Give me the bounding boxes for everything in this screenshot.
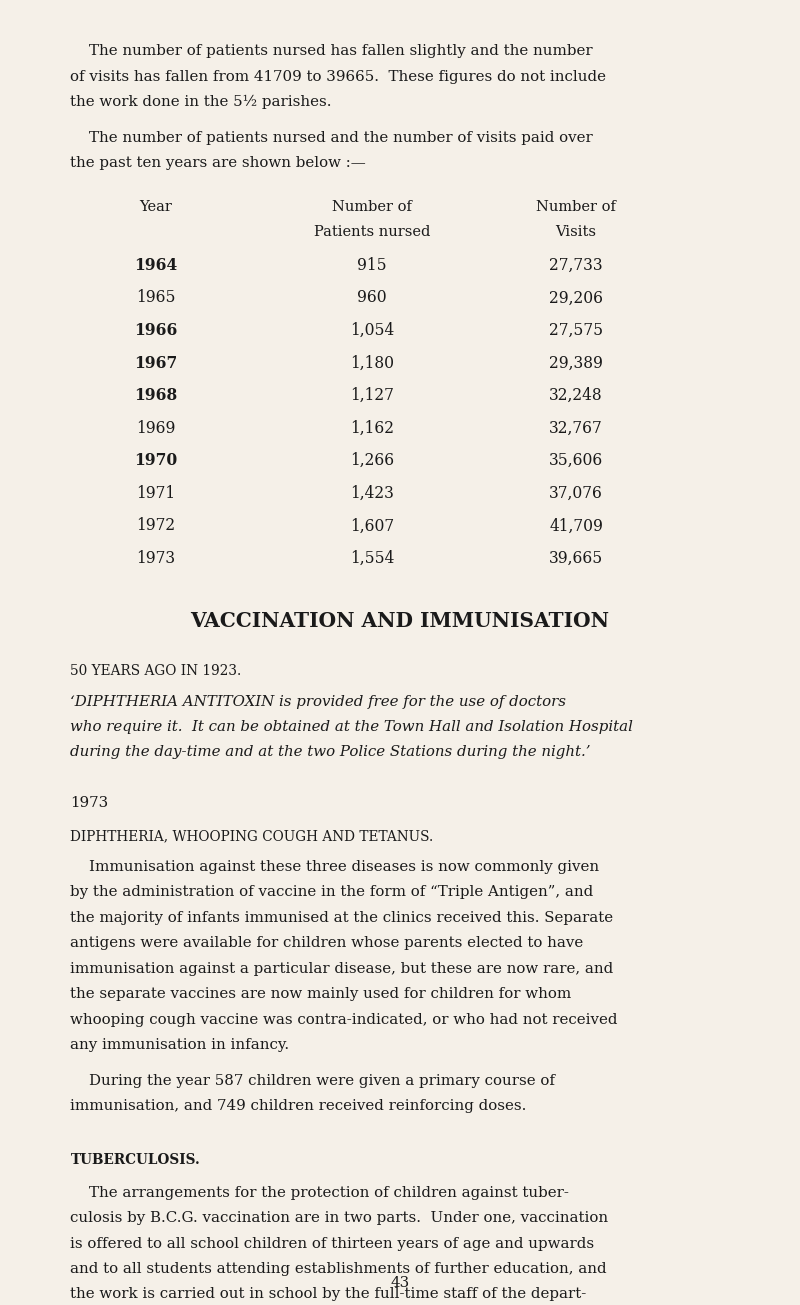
Text: 32,767: 32,767 — [549, 420, 603, 437]
Text: During the year 587 children were given a primary course of: During the year 587 children were given … — [70, 1074, 555, 1088]
Text: TUBERCULOSIS.: TUBERCULOSIS. — [70, 1152, 200, 1167]
Text: 50 YEARS AGO IN 1923.: 50 YEARS AGO IN 1923. — [70, 664, 242, 679]
Text: whooping cough vaccine was contra-indicated, or who had not received: whooping cough vaccine was contra-indica… — [70, 1013, 618, 1027]
Text: 1,607: 1,607 — [350, 518, 394, 535]
Text: The arrangements for the protection of children against tuber-: The arrangements for the protection of c… — [70, 1186, 570, 1199]
Text: The number of patients nursed and the number of visits paid over: The number of patients nursed and the nu… — [70, 130, 593, 145]
Text: DIPHTHERIA, WHOOPING COUGH AND TETANUS.: DIPHTHERIA, WHOOPING COUGH AND TETANUS. — [70, 830, 434, 843]
Text: 1964: 1964 — [134, 257, 178, 274]
Text: by the administration of vaccine in the form of “Triple Antigen”, and: by the administration of vaccine in the … — [70, 885, 594, 899]
Text: 29,389: 29,389 — [549, 355, 603, 372]
Text: is offered to all school children of thirteen years of age and upwards: is offered to all school children of thi… — [70, 1237, 594, 1250]
Text: 32,248: 32,248 — [549, 388, 603, 405]
Text: 1973: 1973 — [70, 796, 109, 810]
Text: 27,575: 27,575 — [549, 322, 603, 339]
Text: ‘DIPHTHERIA ANTITOXIN is provided free for the use of doctors: ‘DIPHTHERIA ANTITOXIN is provided free f… — [70, 694, 566, 709]
Text: of visits has fallen from 41709 to 39665.  These figures do not include: of visits has fallen from 41709 to 39665… — [70, 69, 606, 84]
Text: The number of patients nursed has fallen slightly and the number: The number of patients nursed has fallen… — [70, 44, 593, 59]
Text: 37,076: 37,076 — [549, 485, 603, 502]
Text: 39,665: 39,665 — [549, 549, 603, 566]
Text: 915: 915 — [357, 257, 387, 274]
Text: 1968: 1968 — [134, 388, 178, 405]
Text: antigens were available for children whose parents elected to have: antigens were available for children who… — [70, 936, 584, 950]
Text: the past ten years are shown below :—: the past ten years are shown below :— — [70, 157, 366, 171]
Text: immunisation, and 749 children received reinforcing doses.: immunisation, and 749 children received … — [70, 1099, 526, 1113]
Text: 960: 960 — [357, 290, 387, 307]
Text: immunisation against a particular disease, but these are now rare, and: immunisation against a particular diseas… — [70, 962, 614, 976]
Text: 1973: 1973 — [137, 549, 175, 566]
Text: 35,606: 35,606 — [549, 453, 603, 470]
Text: 1972: 1972 — [137, 518, 175, 535]
Text: Number of: Number of — [536, 200, 616, 214]
Text: 1971: 1971 — [137, 485, 175, 502]
Text: the work done in the 5½ parishes.: the work done in the 5½ parishes. — [70, 95, 332, 110]
Text: 1970: 1970 — [134, 453, 178, 470]
Text: 1966: 1966 — [134, 322, 178, 339]
Text: 41,709: 41,709 — [549, 518, 603, 535]
Text: Patients nursed: Patients nursed — [314, 224, 430, 239]
Text: 29,206: 29,206 — [549, 290, 603, 307]
Text: 1,554: 1,554 — [350, 549, 394, 566]
Text: during the day-time and at the two Police Stations during the night.’: during the day-time and at the two Polic… — [70, 745, 591, 760]
Text: VACCINATION AND IMMUNISATION: VACCINATION AND IMMUNISATION — [190, 611, 610, 630]
Text: 1,180: 1,180 — [350, 355, 394, 372]
Text: any immunisation in infancy.: any immunisation in infancy. — [70, 1037, 290, 1052]
Text: 43: 43 — [390, 1276, 410, 1291]
Text: 1967: 1967 — [134, 355, 178, 372]
Text: 1,162: 1,162 — [350, 420, 394, 437]
Text: 1,127: 1,127 — [350, 388, 394, 405]
Text: and to all students attending establishments of further education, and: and to all students attending establishm… — [70, 1262, 607, 1276]
Text: who require it.  It can be obtained at the Town Hall and Isolation Hospital: who require it. It can be obtained at th… — [70, 720, 634, 733]
Text: Visits: Visits — [555, 224, 597, 239]
Text: 1969: 1969 — [136, 420, 176, 437]
Text: 1,266: 1,266 — [350, 453, 394, 470]
Text: Year: Year — [139, 200, 173, 214]
Text: 1965: 1965 — [136, 290, 176, 307]
Text: Number of: Number of — [332, 200, 412, 214]
Text: the majority of infants immunised at the clinics received this. Separate: the majority of infants immunised at the… — [70, 911, 614, 925]
Text: 27,733: 27,733 — [549, 257, 603, 274]
Text: 1,054: 1,054 — [350, 322, 394, 339]
Text: the work is carried out in school by the full-time staff of the depart-: the work is carried out in school by the… — [70, 1288, 586, 1301]
Text: culosis by B.C.G. vaccination are in two parts.  Under one, vaccination: culosis by B.C.G. vaccination are in two… — [70, 1211, 609, 1225]
Text: 1,423: 1,423 — [350, 485, 394, 502]
Text: the separate vaccines are now mainly used for children for whom: the separate vaccines are now mainly use… — [70, 987, 572, 1001]
Text: Immunisation against these three diseases is now commonly given: Immunisation against these three disease… — [70, 860, 599, 874]
